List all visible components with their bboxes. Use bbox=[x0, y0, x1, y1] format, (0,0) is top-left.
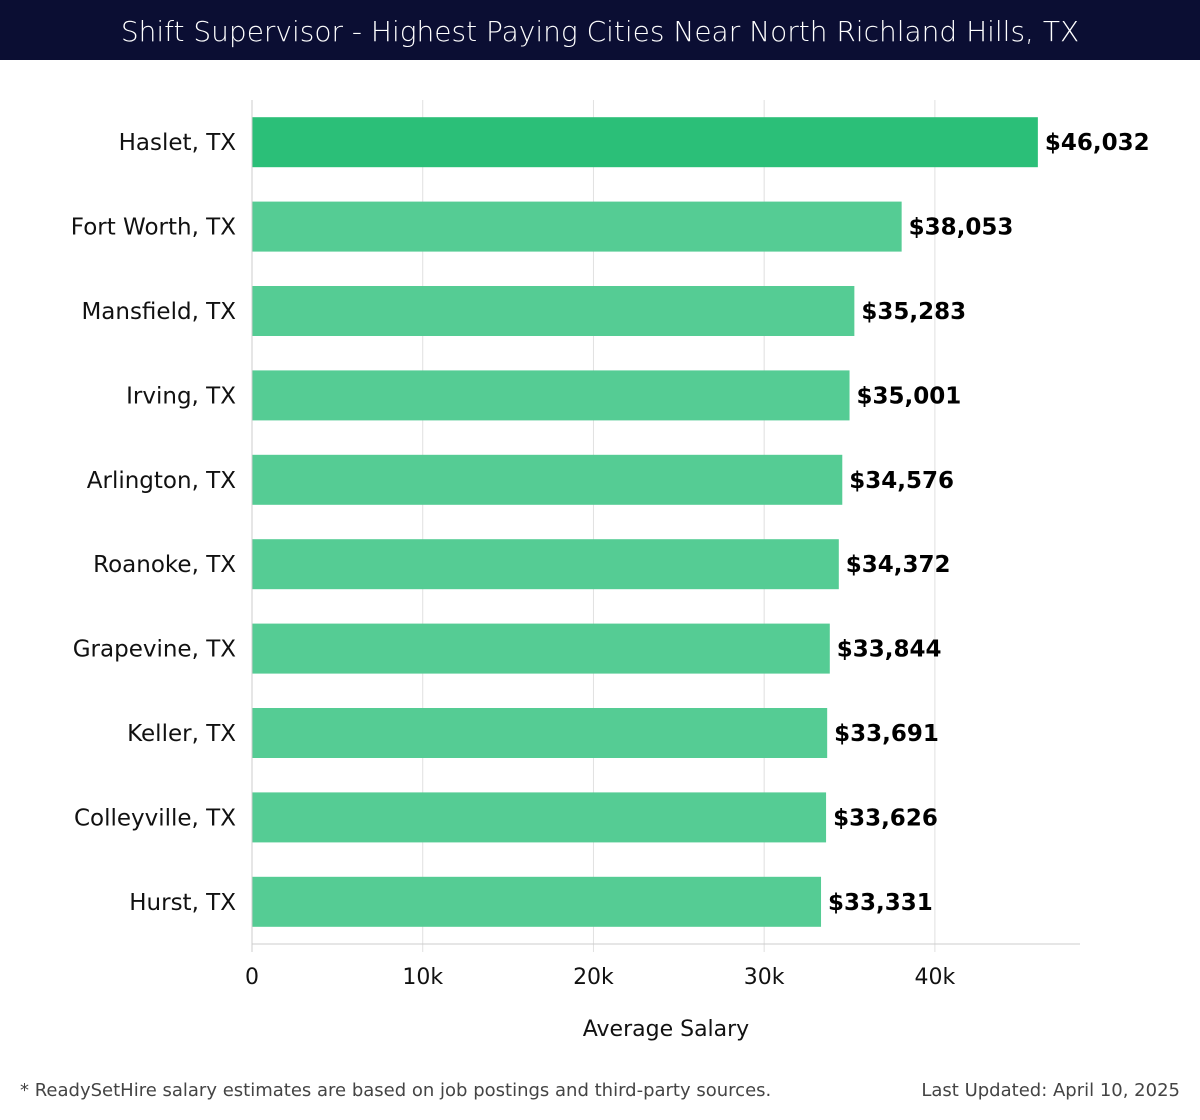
category-label: Keller, TX bbox=[127, 721, 236, 747]
bar bbox=[252, 539, 839, 590]
category-label: Mansfield, TX bbox=[81, 299, 236, 325]
category-label: Hurst, TX bbox=[129, 890, 236, 916]
bar bbox=[252, 370, 850, 421]
bar bbox=[252, 117, 1038, 168]
value-label: $33,844 bbox=[837, 637, 942, 663]
chart-title: Shift Supervisor - Highest Paying Cities… bbox=[120, 15, 1080, 48]
value-label: $34,372 bbox=[846, 552, 951, 578]
bar bbox=[252, 792, 827, 843]
bar bbox=[252, 201, 902, 252]
bar bbox=[252, 623, 830, 674]
value-label: $33,691 bbox=[834, 721, 939, 747]
bar bbox=[252, 708, 828, 758]
x-tick-label: 20k bbox=[573, 965, 614, 990]
footnote: * ReadySetHire salary estimates are base… bbox=[20, 1080, 772, 1101]
bar bbox=[252, 454, 843, 505]
x-tick-label: 0 bbox=[245, 965, 259, 990]
value-label: $33,626 bbox=[833, 805, 938, 831]
category-label: Arlington, TX bbox=[87, 468, 236, 494]
bar bbox=[252, 286, 855, 336]
category-label: Irving, TX bbox=[126, 383, 236, 409]
value-label: $35,001 bbox=[857, 383, 962, 409]
category-label: Haslet, TX bbox=[119, 130, 237, 156]
value-label: $38,053 bbox=[909, 215, 1014, 241]
category-label: Colleyville, TX bbox=[74, 805, 236, 831]
last-updated: Last Updated: April 10, 2025 bbox=[921, 1080, 1180, 1101]
value-label: $46,032 bbox=[1045, 130, 1150, 156]
category-label: Roanoke, TX bbox=[93, 552, 236, 578]
value-label: $34,576 bbox=[849, 468, 954, 494]
bar bbox=[252, 876, 822, 927]
bar-chart: 0 10k 20k 30k 40k Average Salary Haslet, TX $46… bbox=[71, 100, 1150, 1042]
x-tick-label: 40k bbox=[915, 965, 956, 990]
x-tick-label: 30k bbox=[744, 965, 785, 990]
category-label: Fort Worth, TX bbox=[71, 215, 236, 241]
value-label: $33,331 bbox=[828, 890, 933, 916]
x-axis-title: Average Salary bbox=[583, 1017, 749, 1042]
category-label: Grapevine, TX bbox=[73, 637, 237, 663]
value-label: $35,283 bbox=[861, 299, 966, 325]
x-tick-label: 10k bbox=[402, 965, 443, 990]
title-bar: Shift Supervisor - Highest Paying Cities… bbox=[0, 0, 1200, 60]
